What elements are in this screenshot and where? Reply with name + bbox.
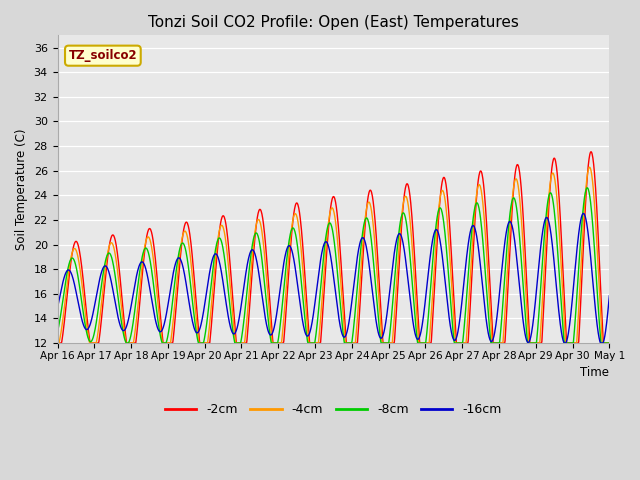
-2cm <box>163 340 171 346</box>
-4cm <box>586 164 593 170</box>
-8cm <box>54 329 61 335</box>
-16cm <box>163 309 171 314</box>
-4cm <box>163 340 171 346</box>
-2cm <box>238 340 246 346</box>
-2cm <box>540 302 548 308</box>
-2cm <box>419 340 427 346</box>
-4cm <box>177 247 184 253</box>
-16cm <box>605 293 613 299</box>
-8cm <box>540 235 548 241</box>
-2cm <box>177 255 184 261</box>
-8cm <box>163 336 171 342</box>
-4cm <box>540 273 548 278</box>
Line: -4cm: -4cm <box>58 167 609 343</box>
-4cm <box>54 340 61 346</box>
-16cm <box>54 305 61 311</box>
Line: -2cm: -2cm <box>58 152 609 343</box>
Y-axis label: Soil Temperature (C): Soil Temperature (C) <box>15 129 28 250</box>
Text: TZ_soilco2: TZ_soilco2 <box>68 49 137 62</box>
-2cm <box>605 340 613 346</box>
-8cm <box>605 340 613 346</box>
-16cm <box>238 297 246 303</box>
-4cm <box>605 340 613 346</box>
-16cm <box>579 211 587 216</box>
-2cm <box>54 340 61 346</box>
-4cm <box>419 340 427 346</box>
-16cm <box>561 340 568 346</box>
-8cm <box>239 330 246 336</box>
-8cm <box>123 340 131 346</box>
Line: -16cm: -16cm <box>58 214 609 343</box>
-16cm <box>177 256 184 262</box>
-16cm <box>492 327 499 333</box>
-8cm <box>420 340 428 346</box>
-8cm <box>492 340 499 346</box>
Legend: -2cm, -4cm, -8cm, -16cm: -2cm, -4cm, -8cm, -16cm <box>160 398 507 421</box>
-2cm <box>492 340 499 346</box>
-2cm <box>587 149 595 155</box>
X-axis label: Time: Time <box>580 366 609 379</box>
-4cm <box>238 340 246 346</box>
Title: Tonzi Soil CO2 Profile: Open (East) Temperatures: Tonzi Soil CO2 Profile: Open (East) Temp… <box>148 15 519 30</box>
Line: -8cm: -8cm <box>58 188 609 343</box>
-8cm <box>177 243 184 249</box>
-16cm <box>540 222 548 228</box>
-8cm <box>583 185 591 191</box>
-4cm <box>492 340 499 346</box>
-16cm <box>419 317 427 323</box>
